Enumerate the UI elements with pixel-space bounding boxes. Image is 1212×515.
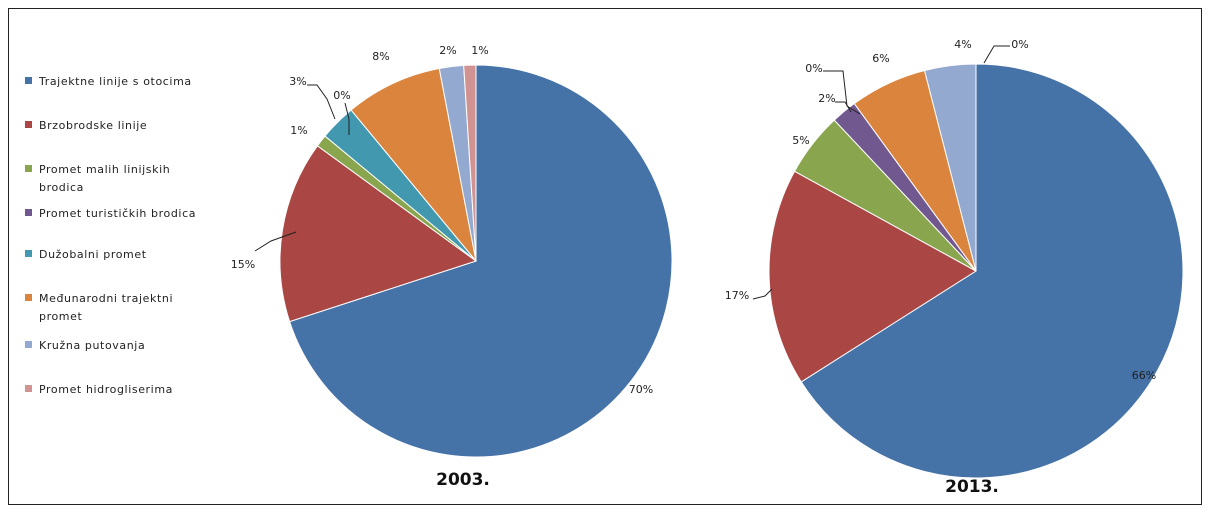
legend-swatch bbox=[25, 341, 32, 348]
leader-line bbox=[835, 101, 852, 113]
leader-line bbox=[752, 288, 773, 300]
legend-swatch bbox=[25, 385, 32, 392]
data-label: 2% bbox=[818, 92, 835, 105]
data-label: 70% bbox=[629, 383, 653, 396]
legend-label: Brzobrodske linije bbox=[39, 119, 148, 132]
legend-label: Promet malih linijskih brodica bbox=[39, 163, 171, 194]
legend-swatch bbox=[25, 294, 32, 301]
data-label: 5% bbox=[792, 134, 809, 147]
legend-swatch bbox=[25, 121, 32, 128]
legend-swatch bbox=[25, 165, 32, 172]
leader-line bbox=[254, 231, 297, 252]
leader-line bbox=[344, 102, 350, 135]
legend-label: Promet turističkih brodica bbox=[39, 207, 197, 220]
pie-slice bbox=[463, 64, 477, 262]
legend-label: Dužobalni promet bbox=[39, 248, 147, 261]
pie-slice bbox=[768, 170, 977, 383]
legend-label: Trajektne linije s otocima bbox=[39, 75, 192, 88]
pie-slice bbox=[288, 64, 673, 458]
legend-label: Promet hidrogliserima bbox=[39, 383, 173, 396]
data-label: 3% bbox=[289, 75, 306, 88]
data-label: 1% bbox=[471, 44, 488, 57]
leader-line bbox=[823, 70, 861, 115]
data-label: 15% bbox=[231, 258, 255, 271]
data-label: 8% bbox=[372, 50, 389, 63]
chart-title-2003: 2003. bbox=[436, 470, 490, 490]
data-label: 66% bbox=[1132, 369, 1156, 382]
pie-slice bbox=[350, 67, 477, 262]
legend-swatch bbox=[25, 77, 32, 84]
pie-chart-2003: 70% 15% 1% 0% 3% 8% 2% 1% bbox=[231, 44, 673, 458]
pie-slice bbox=[279, 145, 478, 323]
pie-slice bbox=[923, 63, 977, 272]
leader-line bbox=[307, 84, 336, 120]
data-label: 4% bbox=[954, 38, 971, 51]
chart-title-2013: 2013. bbox=[945, 477, 999, 497]
data-label: 2% bbox=[439, 44, 456, 57]
data-label: 17% bbox=[725, 289, 749, 302]
legend-swatch bbox=[25, 209, 32, 216]
data-label: 6% bbox=[872, 52, 889, 65]
pie-chart-2013: 66% 17% 5% 2% 0% 6% 4% 0% bbox=[725, 38, 1184, 479]
chart-frame: Trajektne linije s otocima Brzobrodske l… bbox=[8, 8, 1202, 505]
data-label: 1% bbox=[290, 124, 307, 137]
data-label: 0% bbox=[1011, 38, 1028, 51]
data-label: 0% bbox=[805, 62, 822, 75]
data-label: 0% bbox=[333, 89, 350, 102]
legend-label: Međunarodni trajektni promet bbox=[39, 292, 174, 323]
leader-line bbox=[983, 45, 1010, 64]
pie-charts: 70% 15% 1% 0% 3% 8% 2% 1% 66% 17% 5% 2% 0% 6% 4% 0% 20… bbox=[231, 38, 1184, 497]
pie-slice bbox=[800, 63, 1184, 479]
legend-swatch bbox=[25, 250, 32, 257]
legend-label: Kružna putovanja bbox=[39, 339, 146, 352]
